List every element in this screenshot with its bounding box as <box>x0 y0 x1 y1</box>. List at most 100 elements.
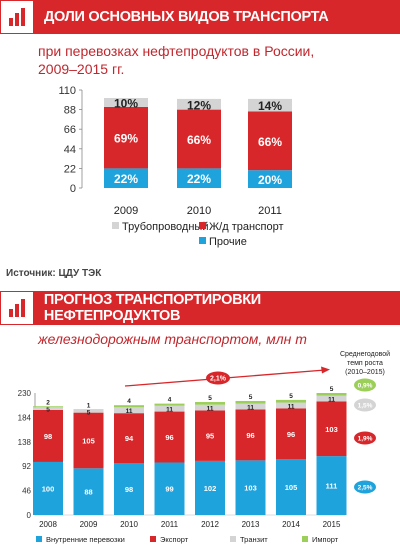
data-label: 5 <box>330 386 334 393</box>
legend-label: Экспорт <box>160 535 189 544</box>
bar-segment <box>195 404 225 411</box>
bar-segment <box>235 460 266 515</box>
y-tick-label: 230 <box>18 389 32 398</box>
legend-swatch <box>36 536 42 542</box>
data-label: 103 <box>244 484 257 493</box>
data-label: 5 <box>249 394 253 401</box>
y-tick-label: 92 <box>22 462 31 471</box>
x-tick-label: 2014 <box>282 520 300 529</box>
bar-segment <box>316 393 347 396</box>
data-label: 94 <box>125 434 134 443</box>
growth-title-line: Среднегодовой <box>340 350 390 358</box>
bar-segment <box>276 408 306 460</box>
x-tick-label: 2009 <box>114 205 138 217</box>
x-tick-label: 2010 <box>187 205 211 217</box>
bar-segment <box>33 461 63 515</box>
bar-segment <box>177 168 221 188</box>
data-label: 5 <box>208 395 212 402</box>
data-label: 98 <box>44 432 52 441</box>
bar-segment <box>73 409 104 413</box>
data-label: 10% <box>114 96 138 110</box>
bar-segment <box>114 463 144 515</box>
data-label: 96 <box>246 431 254 440</box>
growth-arrow-badge <box>206 371 230 385</box>
data-label: 14% <box>258 99 282 113</box>
data-label: 69% <box>114 132 138 146</box>
source-note: Источник: ЦДУ ТЭК <box>6 268 102 279</box>
bar-segment <box>73 412 104 469</box>
bar-segment <box>276 399 306 403</box>
bar-segment <box>104 106 148 169</box>
data-label: 98 <box>125 485 133 494</box>
legend-label: Транзит <box>240 535 268 544</box>
legend-label: Внутренние перевозки <box>46 535 125 544</box>
chart-forecast: 0469213818423010098522008881055120099894… <box>18 350 390 544</box>
legend-swatch <box>150 536 156 542</box>
y-tick-label: 66 <box>64 124 76 136</box>
x-tick-label: 2011 <box>161 520 179 529</box>
bar-segment <box>114 405 144 408</box>
data-label: 11 <box>207 406 214 413</box>
bar-segment <box>276 459 306 515</box>
growth-rate-badge <box>354 480 376 494</box>
section2-header: ПРОГНОЗ ТРАНСПОРТИРОВКИ НЕФТЕПРОДУКТОВ <box>0 291 400 325</box>
data-label: 102 <box>204 484 217 493</box>
y-tick-label: 110 <box>58 85 76 97</box>
bar-segment <box>154 411 185 463</box>
bar-segment <box>154 462 185 515</box>
bar-segment <box>154 405 185 412</box>
bar-segment <box>114 413 144 464</box>
bar-chart-icon <box>0 0 34 34</box>
y-tick-label: 88 <box>64 105 76 117</box>
data-label: 105 <box>285 483 298 492</box>
data-label: 1 <box>87 402 91 409</box>
data-label: 4 <box>127 398 131 405</box>
data-label: 22% <box>187 172 211 186</box>
section1-subtitle-line1: при перевозках нефтепродуктов в России, <box>38 43 315 59</box>
y-tick-label: 44 <box>64 144 76 156</box>
bar-segment <box>104 168 148 188</box>
data-label: 103 <box>325 425 338 434</box>
x-tick-label: 2008 <box>39 520 57 529</box>
data-label: 4 <box>168 397 172 404</box>
bar-segment <box>316 395 347 402</box>
section1-title: ДОЛИ ОСНОВНЫХ ВИДОВ ТРАНСПОРТА <box>44 9 329 25</box>
data-label: 105 <box>82 436 95 445</box>
bar-segment <box>73 468 104 515</box>
x-tick-label: 2010 <box>120 520 138 529</box>
bar-segment <box>33 407 63 410</box>
bar-segment <box>316 401 347 457</box>
bar-segment <box>195 410 225 461</box>
growth-rate-label: 1,9% <box>358 436 373 443</box>
data-label: 95 <box>206 432 214 441</box>
y-tick-label: 46 <box>22 487 31 496</box>
legend-label: Прочие <box>209 236 247 248</box>
legend-swatch <box>230 536 236 542</box>
growth-title-line: темп роста <box>347 360 383 367</box>
bar-segment <box>154 403 185 406</box>
x-tick-label: 2009 <box>80 520 98 529</box>
data-label: 2 <box>46 399 50 406</box>
bar-segment <box>235 400 266 404</box>
growth-rate-label: 1,5% <box>358 403 373 410</box>
y-tick-label: 184 <box>18 413 32 422</box>
bar-segment <box>104 98 148 107</box>
y-tick-label: 0 <box>70 183 76 195</box>
data-label: 22% <box>114 172 138 186</box>
section2-subtitle: железнодорожным транспортом, млн т <box>38 331 307 347</box>
x-tick-label: 2013 <box>242 520 260 529</box>
legend-swatch <box>302 536 308 542</box>
x-tick-label: 2011 <box>258 205 282 217</box>
data-label: 12% <box>187 98 211 112</box>
legend-swatch <box>112 222 119 229</box>
data-label: 5 <box>87 409 91 416</box>
x-tick-label: 2012 <box>201 520 219 529</box>
growth-title-line: (2010–2015) <box>345 369 385 376</box>
legend-swatch <box>199 237 206 244</box>
bar-segment <box>276 402 306 409</box>
data-label: 11 <box>247 405 254 412</box>
data-label: 111 <box>326 482 338 491</box>
growth-arrow-head <box>321 366 330 374</box>
data-label: 11 <box>126 408 133 415</box>
bar-segment <box>235 409 266 461</box>
